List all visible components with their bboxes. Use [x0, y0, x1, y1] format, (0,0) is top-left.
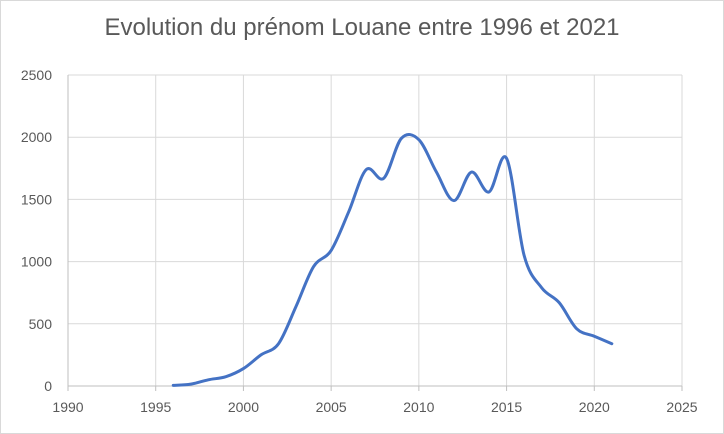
- gridlines: [68, 74, 683, 386]
- data-point: [382, 176, 386, 180]
- x-tick-labels: 1990 1995 2000 2005 2010 2015 2020 2025: [52, 399, 697, 415]
- data-point: [487, 190, 491, 194]
- y-tick-label: 2000: [21, 129, 52, 145]
- y-tick-label: 1500: [21, 191, 52, 207]
- x-tick-label: 1995: [140, 399, 171, 415]
- y-tick-label: 0: [44, 378, 52, 394]
- y-tick-label: 1000: [21, 254, 52, 270]
- data-point: [347, 210, 351, 214]
- data-point: [434, 170, 438, 174]
- data-point: [312, 265, 316, 269]
- x-tick-label: 2010: [403, 399, 434, 415]
- y-tick-label: 2500: [21, 67, 52, 83]
- data-point: [417, 138, 421, 142]
- data-point: [189, 382, 193, 386]
- x-tick-label: 2025: [666, 399, 697, 415]
- data-point: [575, 327, 579, 331]
- chart-title: Evolution du prénom Louane entre 1996 et…: [104, 14, 620, 41]
- x-tick-label: 1990: [52, 399, 83, 415]
- data-point: [469, 170, 473, 174]
- x-tick-label: 2005: [316, 399, 347, 415]
- data-point: [329, 248, 333, 252]
- data-point: [540, 286, 544, 290]
- data-point: [259, 353, 263, 357]
- y-tick-label: 500: [29, 316, 53, 332]
- data-point: [610, 342, 614, 346]
- data-point: [592, 334, 596, 338]
- data-point: [364, 168, 368, 172]
- x-tick-label: 2015: [491, 399, 522, 415]
- data-point: [241, 367, 245, 371]
- data-point: [294, 304, 298, 308]
- data-point: [206, 378, 210, 382]
- series-layer: [171, 133, 614, 387]
- x-tick-label: 2020: [579, 399, 610, 415]
- data-point: [171, 383, 175, 387]
- axes: [67, 75, 683, 391]
- series-line-0: [171, 133, 614, 387]
- data-point: [557, 301, 561, 305]
- x-tick-label: 2000: [228, 399, 259, 415]
- data-point: [522, 253, 526, 257]
- data-point: [399, 136, 403, 140]
- data-point: [452, 199, 456, 203]
- y-tick-labels: 0 500 1000 1500 2000 2500: [21, 67, 52, 394]
- data-point: [224, 375, 228, 379]
- data-point: [505, 156, 509, 160]
- data-point: [277, 342, 281, 346]
